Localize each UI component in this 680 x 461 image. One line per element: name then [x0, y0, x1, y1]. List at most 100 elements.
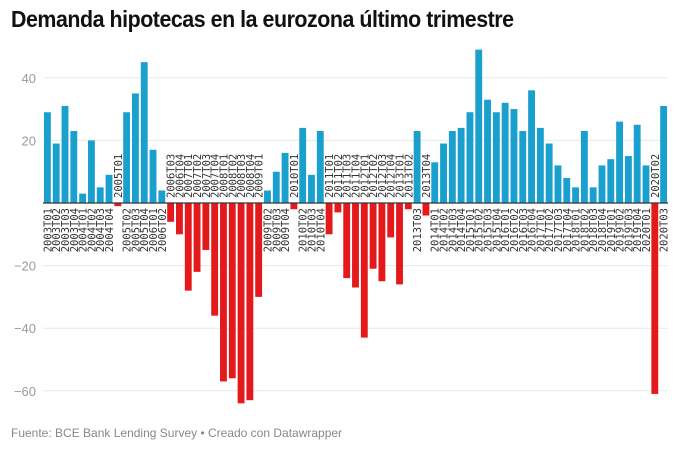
bar-2006T01 [149, 149, 157, 203]
x-tick-label: 2012T03 [377, 154, 389, 198]
x-tick-label: 2008T04 [245, 154, 257, 198]
bar-2013T03 [413, 131, 421, 203]
bar-2011T02 [334, 203, 342, 213]
bar-2018T03 [589, 187, 597, 203]
bar-2016T01 [501, 102, 509, 203]
bar-2009T04 [281, 152, 289, 203]
bar-2020T01 [642, 165, 650, 203]
bar-2014T01 [431, 162, 439, 203]
bar-2019T03 [624, 156, 632, 203]
x-tick-label: 2003T03 [60, 208, 72, 252]
bar-2007T01 [184, 203, 192, 291]
bar-2008T01 [220, 203, 227, 382]
bar-2011T03 [343, 203, 351, 279]
bar-2019T01 [607, 159, 615, 203]
bar-2016T02 [510, 109, 518, 203]
y-tick-label: −20 [14, 259, 36, 274]
bar-2014T03 [448, 131, 456, 203]
x-tick-label: 2013T01 [395, 154, 407, 198]
y-tick-label: 20 [22, 133, 36, 148]
bar-2009T03 [272, 171, 280, 203]
x-tick-label: 2019T01 [606, 208, 618, 252]
x-tick-label: 2019T03 [623, 208, 635, 252]
x-tick-label: 2016T04 [527, 208, 539, 252]
x-tick-label: 2007T03 [201, 154, 213, 198]
bar-2012T04 [387, 203, 395, 238]
x-tick-label: 2007T01 [183, 154, 195, 198]
x-tick-label: 2018T01 [571, 208, 583, 252]
x-tick-label: 2008T01 [218, 154, 230, 198]
bar-2020T02 [651, 203, 659, 394]
y-tick-label: −60 [14, 384, 36, 399]
bar-2015T03 [484, 99, 491, 203]
x-tick-label: 2006T02 [157, 208, 169, 252]
x-tick-label: 2010T03 [306, 208, 318, 252]
bar-2004T04 [105, 174, 113, 203]
x-tick-label: 2020T02 [650, 154, 662, 198]
bar-2006T04 [176, 203, 183, 235]
x-tick-label: 2003T01 [42, 208, 54, 252]
bar-2008T02 [228, 203, 236, 379]
bar-2017T04 [563, 177, 571, 203]
x-tick-label: 2016T02 [509, 208, 521, 252]
x-tick-label: 2011T04 [351, 154, 363, 198]
bar-2013T04 [422, 203, 430, 216]
bar-2004T01 [79, 193, 87, 203]
bar-2005T04 [140, 62, 148, 204]
x-tick-label: 2018T03 [588, 208, 600, 252]
x-tick-label: 2019T04 [632, 208, 644, 252]
bar-2015T04 [492, 112, 500, 203]
bar-2010T03 [308, 174, 315, 203]
x-tick-label: 2005T01 [113, 154, 125, 198]
x-tick-label: 2015T04 [491, 208, 503, 252]
bar-2019T02 [616, 121, 624, 203]
x-tick-label: 2013T03 [412, 208, 424, 252]
x-tick-label: 2007T02 [192, 154, 204, 198]
x-tick-label: 2003T04 [69, 208, 81, 252]
x-tick-label: 2017T04 [562, 208, 574, 252]
x-tick-label: 2004T04 [104, 208, 116, 252]
bar-2003T02 [52, 143, 60, 203]
bar-2010T01 [290, 203, 298, 210]
bar-2010T04 [316, 131, 324, 203]
x-tick-label: 2015T01 [465, 208, 477, 252]
bar-2009T01 [255, 203, 263, 297]
x-tick-label: 2005T04 [139, 208, 151, 252]
bar-2003T01 [43, 112, 51, 203]
y-tick-label: 40 [22, 71, 36, 86]
bar-2005T03 [131, 93, 139, 203]
x-axis-labels: 2003T012003T022003T032003T042004T012004T… [42, 154, 670, 253]
bar-2019T04 [633, 124, 641, 203]
x-tick-label: 2011T01 [324, 154, 336, 198]
x-tick-label: 2016T01 [500, 208, 512, 252]
bar-2020T03 [660, 105, 668, 203]
bar-2012T01 [360, 203, 368, 338]
y-axis-ticks: 40 20 −20 −40 −60 [14, 71, 36, 399]
bar-2004T03 [96, 187, 104, 203]
x-tick-label: 2013T02 [403, 154, 415, 198]
x-tick-label: 2017T03 [553, 208, 565, 252]
bar-2004T02 [87, 140, 95, 203]
chart-title: Demanda hipotecas en la eurozona último … [11, 6, 514, 32]
x-tick-label: 2017T01 [535, 208, 547, 252]
bar-2005T02 [123, 112, 131, 203]
bar-2006T03 [167, 203, 175, 222]
x-tick-label: 2004T03 [95, 208, 107, 252]
x-tick-label: 2005T03 [130, 208, 142, 252]
x-tick-label: 2009T04 [280, 208, 292, 252]
bar-2012T03 [378, 203, 386, 282]
x-tick-label: 2014T04 [456, 208, 468, 252]
x-tick-label: 2018T02 [579, 208, 591, 252]
bar-2014T02 [440, 143, 447, 203]
bar-2007T04 [211, 203, 219, 316]
bar-2016T03 [519, 131, 527, 203]
x-tick-label: 2010T02 [298, 208, 310, 252]
bar-2010T02 [299, 127, 307, 203]
x-tick-label: 2016T03 [518, 208, 530, 252]
bar-2007T03 [202, 203, 210, 250]
x-tick-label: 2015T02 [474, 208, 486, 252]
x-tick-label: 2003T02 [51, 208, 63, 252]
y-tick-label: −40 [14, 321, 36, 336]
x-tick-label: 2014T03 [447, 208, 459, 252]
